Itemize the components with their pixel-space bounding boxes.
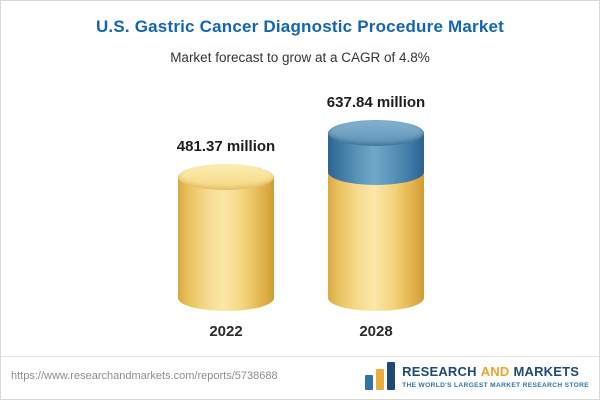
chart-title: U.S. Gastric Cancer Diagnostic Procedure… bbox=[95, 17, 505, 36]
category-label-2022: 2022 bbox=[209, 323, 243, 340]
logo-word-research: RESEARCH bbox=[402, 363, 477, 379]
chart-subtitle: Market forecast to grow at a CAGR of 4.8… bbox=[170, 50, 430, 65]
bar-2022-cylinder: 481.37 million bbox=[177, 138, 275, 311]
bar-2022-body bbox=[178, 177, 274, 311]
category-label-2028: 2028 bbox=[359, 323, 393, 340]
bar-2028-cylinder: 637.84 million bbox=[327, 94, 425, 311]
value-label-2028: 637.84 million bbox=[326, 94, 426, 111]
logo-word-and: AND bbox=[480, 363, 510, 379]
logo-bars-icon bbox=[365, 362, 396, 390]
bar-2022-top-ellipse bbox=[178, 164, 274, 190]
report-url: https://www.researchandmarkets.com/repor… bbox=[11, 370, 278, 382]
logo-tagline: THE WORLD'S LARGEST MARKET RESEARCH STOR… bbox=[402, 381, 589, 389]
logo-bar-icon bbox=[365, 375, 374, 390]
logo-bar-icon bbox=[376, 369, 385, 390]
value-label-2022: 481.37 million bbox=[176, 138, 276, 155]
logo-word-markets: MARKETS bbox=[513, 363, 580, 379]
logo-wordmark: RESEARCH AND MARKETS bbox=[402, 364, 579, 379]
logo-bar-icon bbox=[387, 362, 396, 390]
footer-divider bbox=[1, 356, 599, 357]
bar-2028-top-ellipse bbox=[328, 120, 424, 146]
logo-text: RESEARCH AND MARKETS THE WORLD'S LARGEST M… bbox=[402, 364, 589, 389]
research-and-markets-logo: RESEARCH AND MARKETS THE WORLD'S LARGEST M… bbox=[365, 362, 589, 390]
